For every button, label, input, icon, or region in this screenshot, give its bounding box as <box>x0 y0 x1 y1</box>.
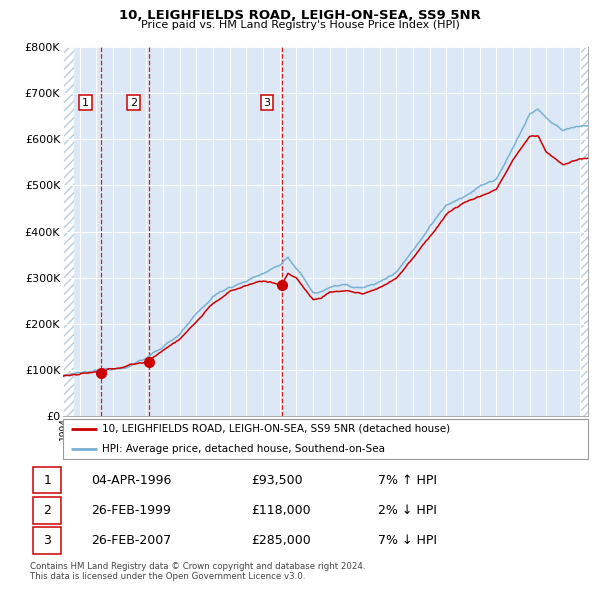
Text: HPI: Average price, detached house, Southend-on-Sea: HPI: Average price, detached house, Sout… <box>103 444 385 454</box>
Text: 3: 3 <box>43 534 51 547</box>
FancyBboxPatch shape <box>33 467 61 493</box>
Text: £118,000: £118,000 <box>251 504 310 517</box>
Text: 7% ↓ HPI: 7% ↓ HPI <box>378 534 437 547</box>
Text: 1: 1 <box>82 97 89 107</box>
Text: 3: 3 <box>263 97 271 107</box>
Text: 2: 2 <box>130 97 137 107</box>
Text: 10, LEIGHFIELDS ROAD, LEIGH-ON-SEA, SS9 5NR: 10, LEIGHFIELDS ROAD, LEIGH-ON-SEA, SS9 … <box>119 9 481 22</box>
Bar <box>580 47 588 416</box>
Text: £285,000: £285,000 <box>251 534 311 547</box>
Text: 7% ↑ HPI: 7% ↑ HPI <box>378 474 437 487</box>
Text: 1: 1 <box>43 474 51 487</box>
Text: 10, LEIGHFIELDS ROAD, LEIGH-ON-SEA, SS9 5NR (detached house): 10, LEIGHFIELDS ROAD, LEIGH-ON-SEA, SS9 … <box>103 424 451 434</box>
Text: 2: 2 <box>43 504 51 517</box>
Text: Contains HM Land Registry data © Crown copyright and database right 2024.
This d: Contains HM Land Registry data © Crown c… <box>30 562 365 581</box>
Bar <box>63 47 74 416</box>
FancyBboxPatch shape <box>33 497 61 523</box>
Text: 04-APR-1996: 04-APR-1996 <box>91 474 171 487</box>
Text: 26-FEB-2007: 26-FEB-2007 <box>91 534 171 547</box>
Text: 2% ↓ HPI: 2% ↓ HPI <box>378 504 437 517</box>
Text: 26-FEB-1999: 26-FEB-1999 <box>91 504 170 517</box>
FancyBboxPatch shape <box>63 419 588 459</box>
Text: Price paid vs. HM Land Registry's House Price Index (HPI): Price paid vs. HM Land Registry's House … <box>140 20 460 30</box>
Text: £93,500: £93,500 <box>251 474 302 487</box>
FancyBboxPatch shape <box>33 527 61 554</box>
